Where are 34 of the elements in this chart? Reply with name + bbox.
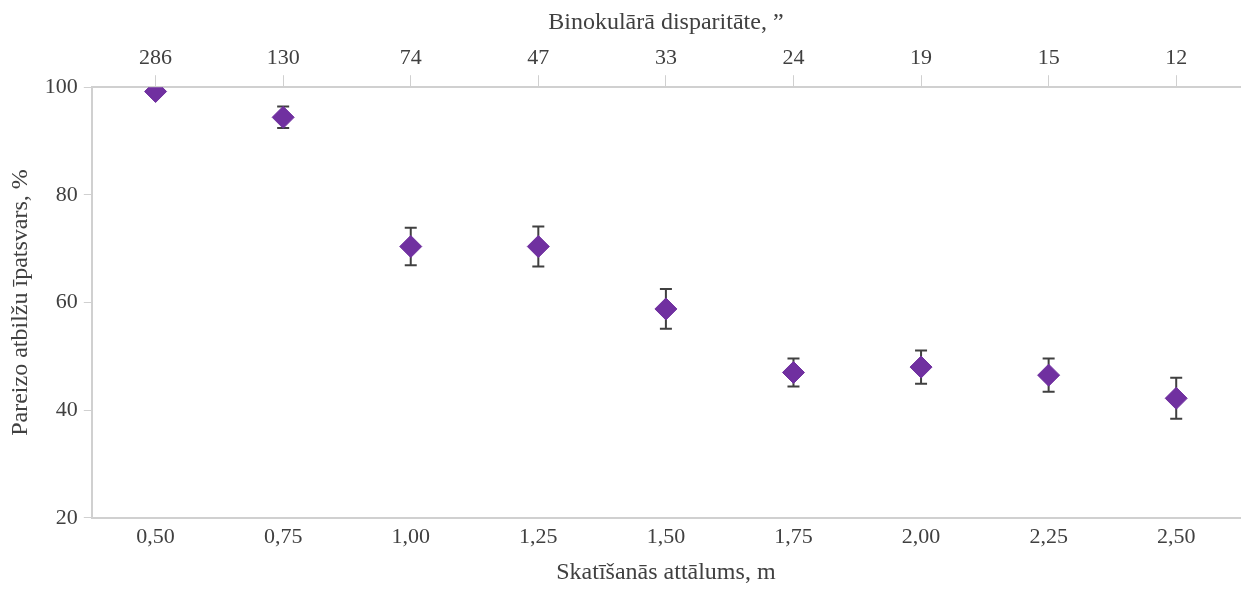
x-axis-title: Skatīšanās attālums, m <box>556 557 776 584</box>
text: 74 <box>399 43 422 69</box>
x-tick-label: 0,50 <box>136 522 175 548</box>
y-tick-label: 40 <box>55 395 78 421</box>
x-tick-label: 0,75 <box>263 522 303 548</box>
text: 47 <box>527 43 550 69</box>
x2-axis-title: Binokulārā disparitāte, ” <box>548 7 784 34</box>
x-tick-label: 1,25 <box>519 522 558 548</box>
point <box>654 297 678 321</box>
text: 15 <box>1037 43 1060 69</box>
x-tick-label: 1,00 <box>391 522 430 548</box>
x-tick-label: 1,50 <box>646 522 686 548</box>
text: 130 <box>266 43 300 69</box>
text: 19 <box>910 43 933 69</box>
point <box>1037 363 1061 387</box>
point <box>399 235 423 259</box>
point <box>909 355 933 379</box>
x-tick-label: 2,00 <box>901 522 941 548</box>
y-tick-label: 60 <box>55 288 78 314</box>
point <box>526 235 550 259</box>
point <box>781 360 805 384</box>
text: 33 <box>654 43 677 69</box>
y-tick-label: 100 <box>44 72 78 98</box>
point <box>1164 386 1188 410</box>
y-axis-title: Pareizo atbilžu īpatsvars, % <box>5 169 32 436</box>
y-tick-label: 80 <box>55 180 78 206</box>
x-tick-label: 2,25 <box>1029 522 1068 548</box>
text: 12 <box>1165 43 1188 69</box>
y-tick-label: 20 <box>55 503 78 529</box>
text: 286 <box>139 43 173 69</box>
point <box>271 105 295 129</box>
text: 24 <box>782 43 805 69</box>
x-tick-label: 2,50 <box>1156 522 1196 548</box>
x-tick-label: 1,75 <box>774 522 813 548</box>
